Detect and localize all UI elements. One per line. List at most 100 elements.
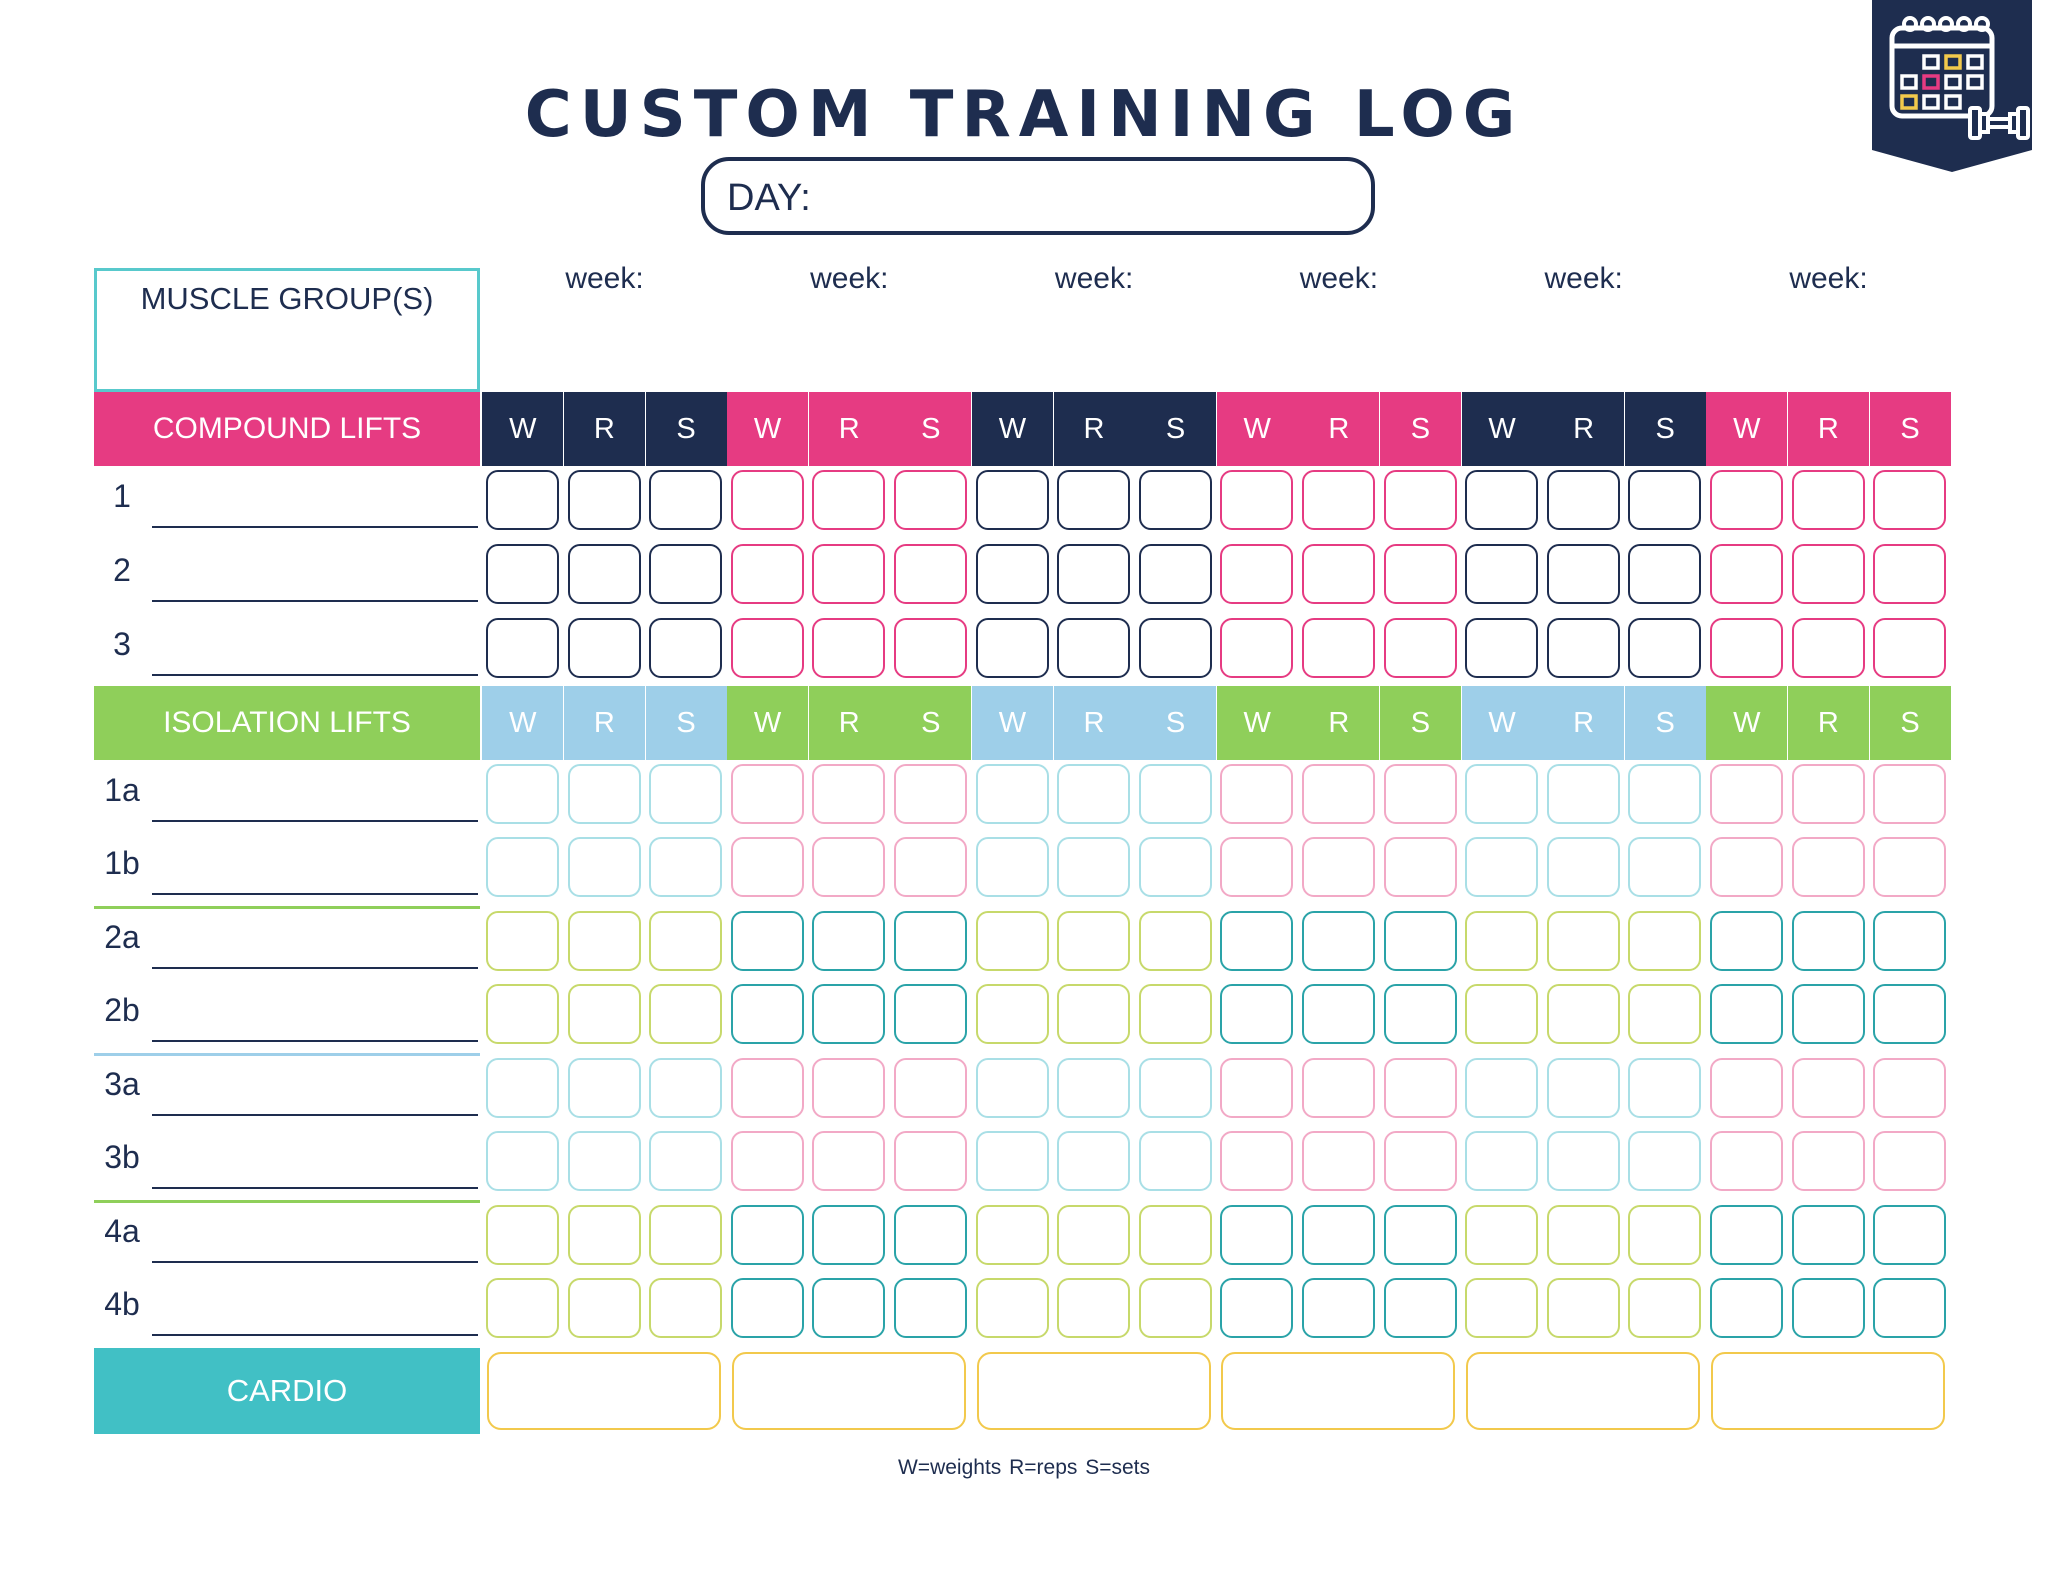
entry-box[interactable] xyxy=(567,1058,641,1118)
entry-box[interactable] xyxy=(486,911,559,971)
entry-box[interactable] xyxy=(1628,1058,1702,1118)
entry-box[interactable] xyxy=(649,1058,723,1118)
entry-box[interactable] xyxy=(1138,1131,1212,1191)
entry-box[interactable] xyxy=(1220,984,1294,1044)
entry-box[interactable] xyxy=(975,470,1049,530)
entry-box[interactable] xyxy=(567,764,641,824)
entry-box[interactable] xyxy=(1057,1205,1131,1265)
entry-box[interactable] xyxy=(567,470,641,530)
entry-box[interactable] xyxy=(1628,984,1702,1044)
entry-box[interactable] xyxy=(1791,764,1865,824)
entry-box[interactable] xyxy=(1138,984,1212,1044)
entry-box[interactable] xyxy=(1710,544,1783,604)
entry-box[interactable] xyxy=(730,470,804,530)
entry-box[interactable] xyxy=(1465,618,1539,678)
cardio-entry-box[interactable] xyxy=(1466,1352,1701,1430)
entry-box[interactable] xyxy=(975,984,1049,1044)
entry-box[interactable] xyxy=(1383,911,1457,971)
entry-box[interactable] xyxy=(567,1205,641,1265)
entry-box[interactable] xyxy=(894,544,967,604)
entry-box[interactable] xyxy=(1220,1058,1294,1118)
entry-box[interactable] xyxy=(1383,984,1457,1044)
entry-box[interactable] xyxy=(1791,1131,1865,1191)
entry-box[interactable] xyxy=(894,1058,967,1118)
entry-box[interactable] xyxy=(894,764,967,824)
entry-box[interactable] xyxy=(812,618,886,678)
entry-box[interactable] xyxy=(1628,470,1702,530)
entry-box[interactable] xyxy=(1873,911,1947,971)
entry-box[interactable] xyxy=(1383,1278,1457,1338)
exercise-name-line[interactable] xyxy=(152,1040,478,1042)
entry-box[interactable] xyxy=(486,1131,559,1191)
entry-box[interactable] xyxy=(1710,984,1783,1044)
entry-box[interactable] xyxy=(1465,1205,1539,1265)
entry-box[interactable] xyxy=(1873,837,1947,897)
entry-box[interactable] xyxy=(1791,911,1865,971)
entry-box[interactable] xyxy=(1465,1058,1539,1118)
entry-box[interactable] xyxy=(1302,984,1375,1044)
exercise-name-line[interactable] xyxy=(152,1261,478,1263)
entry-box[interactable] xyxy=(486,1058,559,1118)
entry-box[interactable] xyxy=(1791,470,1865,530)
entry-box[interactable] xyxy=(1057,764,1131,824)
entry-box[interactable] xyxy=(1220,1205,1294,1265)
entry-box[interactable] xyxy=(1873,470,1947,530)
entry-box[interactable] xyxy=(894,984,967,1044)
entry-box[interactable] xyxy=(1628,544,1702,604)
entry-box[interactable] xyxy=(1710,618,1783,678)
entry-box[interactable] xyxy=(1138,911,1212,971)
entry-box[interactable] xyxy=(1465,1131,1539,1191)
entry-box[interactable] xyxy=(1057,1131,1131,1191)
entry-box[interactable] xyxy=(567,618,641,678)
entry-box[interactable] xyxy=(730,911,804,971)
entry-box[interactable] xyxy=(1546,764,1620,824)
entry-box[interactable] xyxy=(1791,1058,1865,1118)
entry-box[interactable] xyxy=(812,984,886,1044)
entry-box[interactable] xyxy=(1220,1278,1294,1338)
entry-box[interactable] xyxy=(1465,837,1539,897)
entry-box[interactable] xyxy=(1383,470,1457,530)
entry-box[interactable] xyxy=(1873,764,1947,824)
entry-box[interactable] xyxy=(1710,1278,1783,1338)
entry-box[interactable] xyxy=(567,1131,641,1191)
exercise-name-line[interactable] xyxy=(152,893,478,895)
entry-box[interactable] xyxy=(1465,764,1539,824)
entry-box[interactable] xyxy=(1302,1278,1375,1338)
entry-box[interactable] xyxy=(649,984,723,1044)
entry-box[interactable] xyxy=(1791,1205,1865,1265)
entry-box[interactable] xyxy=(1546,984,1620,1044)
entry-box[interactable] xyxy=(1302,1205,1375,1265)
entry-box[interactable] xyxy=(1546,1278,1620,1338)
entry-box[interactable] xyxy=(1383,1131,1457,1191)
entry-box[interactable] xyxy=(812,764,886,824)
entry-box[interactable] xyxy=(894,1131,967,1191)
entry-box[interactable] xyxy=(730,1131,804,1191)
entry-box[interactable] xyxy=(1220,764,1294,824)
entry-box[interactable] xyxy=(1138,764,1212,824)
entry-box[interactable] xyxy=(730,618,804,678)
entry-box[interactable] xyxy=(486,470,559,530)
entry-box[interactable] xyxy=(1302,470,1375,530)
entry-box[interactable] xyxy=(1546,1205,1620,1265)
entry-box[interactable] xyxy=(1220,544,1294,604)
entry-box[interactable] xyxy=(1628,837,1702,897)
entry-box[interactable] xyxy=(1465,470,1539,530)
entry-box[interactable] xyxy=(486,984,559,1044)
entry-box[interactable] xyxy=(975,544,1049,604)
entry-box[interactable] xyxy=(1138,1205,1212,1265)
entry-box[interactable] xyxy=(649,470,723,530)
entry-box[interactable] xyxy=(1302,1058,1375,1118)
exercise-name-line[interactable] xyxy=(152,674,478,676)
entry-box[interactable] xyxy=(1465,1278,1539,1338)
entry-box[interactable] xyxy=(1302,544,1375,604)
entry-box[interactable] xyxy=(1791,618,1865,678)
entry-box[interactable] xyxy=(894,1278,967,1338)
entry-box[interactable] xyxy=(1710,1131,1783,1191)
entry-box[interactable] xyxy=(1465,984,1539,1044)
entry-box[interactable] xyxy=(1628,618,1702,678)
entry-box[interactable] xyxy=(1057,837,1131,897)
entry-box[interactable] xyxy=(649,1278,723,1338)
entry-box[interactable] xyxy=(649,837,723,897)
entry-box[interactable] xyxy=(1138,544,1212,604)
entry-box[interactable] xyxy=(649,1205,723,1265)
